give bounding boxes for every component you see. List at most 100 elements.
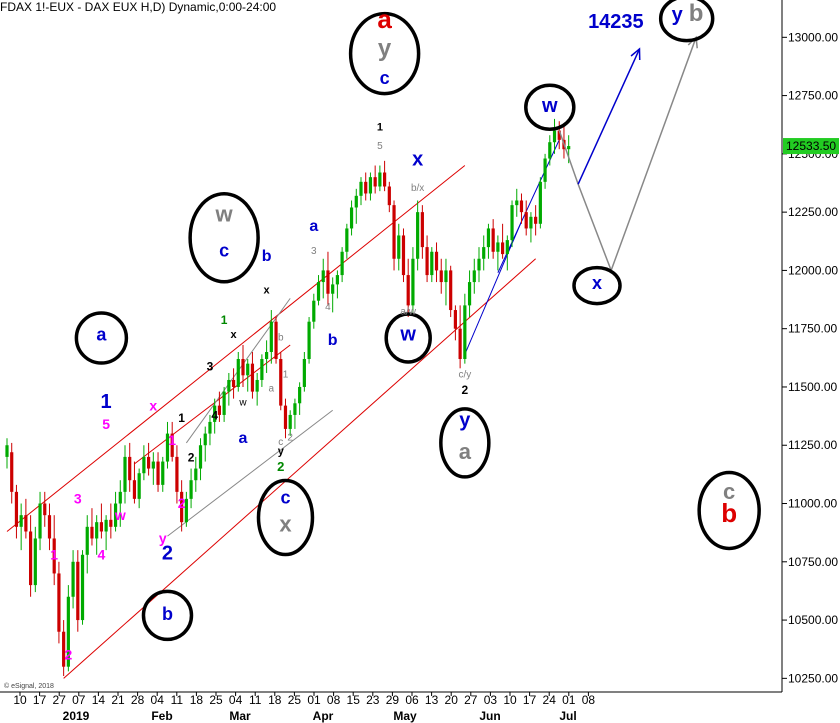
wave-label: a: [96, 324, 107, 344]
candle-body: [137, 473, 141, 499]
candle-body: [373, 177, 377, 187]
wave-label: x: [264, 285, 271, 297]
candle-body: [165, 433, 170, 462]
candle-body: [354, 195, 358, 208]
wave-label: 3: [207, 360, 214, 374]
trendlines-layer: [6, 139, 560, 679]
x-tick-label: 03: [484, 693, 498, 707]
candle-body: [397, 235, 401, 259]
trend-line: [134, 344, 291, 465]
y-tick-label: 12750.00: [788, 89, 838, 103]
candle-body: [335, 275, 339, 285]
candle-body: [66, 596, 70, 667]
wave-label: w: [114, 507, 126, 523]
wave-label: 2: [461, 383, 468, 397]
candle-body: [288, 414, 292, 429]
candle-body: [90, 526, 94, 539]
candle-body: [515, 200, 519, 206]
wave-label: 1: [101, 391, 112, 413]
candle-body: [151, 461, 155, 469]
candle-body: [411, 258, 415, 306]
candle-body: [194, 468, 198, 481]
y-tick-label: 11750.00: [788, 322, 837, 336]
candle-body: [80, 554, 85, 621]
candle-body: [316, 282, 321, 301]
candle-body: [359, 181, 363, 196]
candle-body: [510, 205, 514, 241]
wave-label: b: [689, 0, 704, 27]
wave-circle: [188, 192, 260, 284]
candle-body: [416, 212, 420, 259]
x-tick-label: 27: [53, 693, 67, 707]
axis-text-layer: 10250.00 10500.00 10750.00 11000.00 11250.00…: [4, 30, 839, 723]
wave-label: a/w: [400, 307, 416, 318]
x-tick-label: 13: [425, 693, 439, 707]
wave-label: b: [721, 498, 737, 528]
candle-body: [552, 130, 557, 143]
wave-label: y: [672, 4, 684, 26]
y-tick-label: 12000.00: [788, 263, 838, 277]
candle-body: [340, 251, 344, 276]
candle-body: [302, 358, 306, 387]
x-tick-label: 28: [131, 693, 145, 707]
candle-body: [567, 146, 571, 150]
candle-body: [439, 270, 443, 283]
candle-body: [14, 491, 19, 527]
candle-body: [52, 538, 56, 574]
x-tick-label: 11: [249, 693, 262, 707]
candle-body: [142, 456, 146, 474]
x-tick-label: 17: [523, 693, 537, 707]
wave-label: b: [162, 604, 173, 624]
candle-body: [132, 480, 137, 499]
x-month-label: May: [393, 709, 417, 723]
candle-body: [425, 247, 429, 276]
candle-body: [293, 403, 297, 415]
candle-body: [29, 531, 33, 586]
candle-body: [222, 391, 226, 415]
wave-label: a: [269, 384, 275, 395]
candle-body: [76, 561, 80, 621]
candle-body: [189, 480, 193, 499]
wave-label: y: [159, 530, 167, 546]
candle-body: [529, 216, 533, 229]
x-month-label: Apr: [313, 709, 334, 723]
candle-body: [477, 258, 481, 271]
wave-label: a: [309, 218, 318, 235]
candle-body: [406, 275, 410, 306]
candle-body: [486, 228, 491, 248]
wave-circle: [697, 470, 761, 551]
candle-body: [203, 433, 207, 446]
y-tick-label: 11250.00: [788, 438, 837, 452]
wave-label: b: [262, 248, 272, 265]
candle-body: [383, 172, 387, 187]
candle-body: [175, 456, 179, 492]
candle-body: [250, 363, 255, 392]
candle-body: [420, 212, 424, 248]
candle-body: [543, 158, 547, 182]
candles-layer: [5, 118, 571, 677]
wave-label: x: [592, 273, 602, 293]
candle-body: [5, 445, 9, 457]
x-tick-label: 15: [347, 693, 361, 707]
x-tick-label: 11: [171, 693, 184, 707]
wave-label: b: [278, 332, 284, 343]
wave-label: 1: [168, 432, 176, 448]
x-tick-label: 23: [366, 693, 380, 707]
last-price-box: [783, 138, 839, 155]
trend-line: [6, 165, 466, 532]
wave-label: w: [541, 95, 558, 117]
candle-body: [236, 358, 240, 387]
candle-body: [184, 498, 188, 523]
candle-body: [71, 561, 75, 597]
wave-circle: [524, 83, 576, 131]
wave-circle: [348, 11, 421, 96]
chart-header-title: FDAX 1!-EUX - DAX EUX H,D) Dynamic,0:00-…: [0, 0, 277, 14]
candle-body: [472, 270, 476, 283]
candle-body: [260, 358, 264, 380]
x-tick-label: 17: [33, 693, 47, 707]
candle-body: [345, 228, 349, 252]
wave-label: c/y: [458, 370, 471, 381]
wave-label: c: [280, 488, 290, 508]
wave-label: c: [219, 240, 229, 260]
